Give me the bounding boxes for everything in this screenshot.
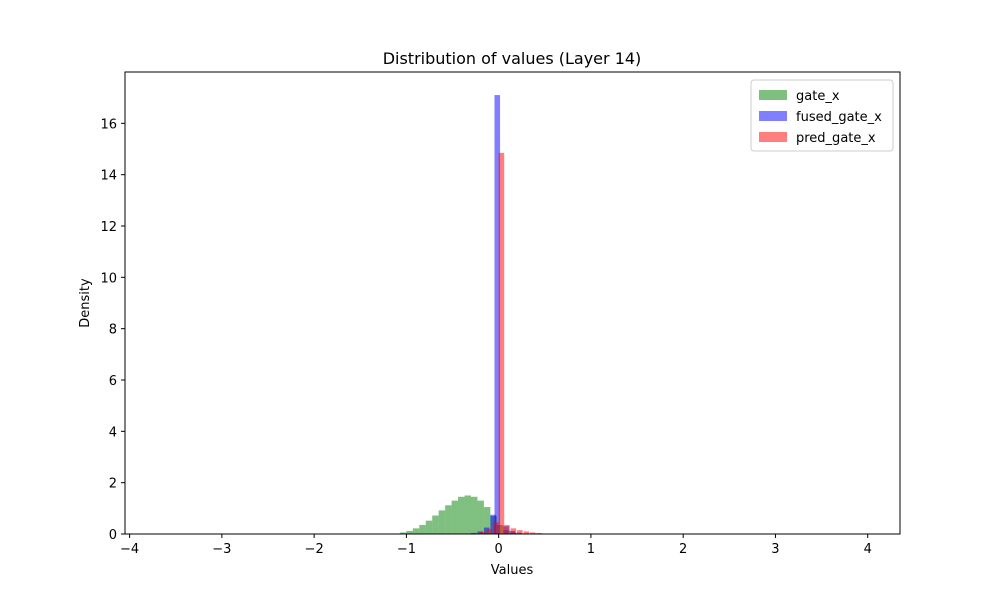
legend-swatch-gate_x [759,90,787,100]
bar-gate_x-4 [419,525,426,534]
bar-pred_gate_x-3 [498,152,505,534]
y-tick-label-2: 4 [109,425,117,440]
bar-gate_x-8 [445,505,452,534]
y-tick-label-8: 16 [100,117,117,132]
bar-gate_x-11 [464,495,471,534]
y-tick-label-1: 2 [109,477,117,492]
bar-fused_gate_x-0 [470,532,477,534]
x-axis-label: Values [491,563,534,578]
y-tick-label-7: 14 [100,169,117,184]
y-tick-label-4: 8 [109,323,117,338]
bar-gate_x-12 [470,496,478,534]
x-tick-label-4: 0 [495,542,503,557]
x-tick-label-1: −3 [212,542,231,557]
bar-gate_x-6 [432,515,439,534]
x-ticks: −4 −3 −2 −1 0 1 2 3 4 [120,534,872,557]
y-tick-label-0: 0 [109,528,117,543]
bar-pred_gate_x-8 [530,532,536,534]
bar-gate_x-13 [477,500,484,534]
legend: gate_x fused_gate_x pred_gate_x [750,79,894,152]
bar-gate_x-2 [406,530,413,534]
y-tick-label-3: 6 [109,374,117,389]
legend-swatch-fused_gate_x [759,111,787,121]
x-tick-label-5: 1 [587,542,595,557]
bar-gate_x-3 [412,528,420,534]
legend-label-fused_gate_x: fused_gate_x [796,110,882,125]
bar-pred_gate_x-1 [486,528,493,534]
y-ticks: 0 2 4 6 8 10 12 14 16 [100,117,125,543]
x-tick-label-7: 3 [771,542,779,557]
bars-layer [393,95,549,534]
chart-title: Distribution of values (Layer 14) [383,49,642,68]
x-tick-label-6: 2 [679,542,687,557]
bar-gate_x-5 [425,520,433,534]
bar-gate_x-7 [438,510,446,534]
bar-gate_x-9 [451,500,459,534]
legend-swatch-pred_gate_x [759,132,787,142]
bar-pred_gate_x-0 [480,531,486,534]
bar-pred_gate_x-6 [517,530,523,534]
legend-label-gate_x: gate_x [796,89,840,104]
y-tick-label-5: 10 [100,271,117,286]
bar-gate_x-1 [399,532,407,534]
bar-pred_gate_x-5 [510,528,517,534]
bar-fused_gate_x-4 [494,95,501,534]
y-tick-label-6: 12 [100,220,117,235]
bar-gate_x-10 [458,496,465,534]
bar-pred_gate_x-4 [504,525,510,534]
bar-gate_x-14 [483,507,491,534]
x-tick-label-0: −4 [120,542,139,557]
bar-pred_gate_x-7 [523,531,530,534]
bar-pred_gate_x-9 [536,532,543,534]
plot-frame [124,71,901,535]
bar-pred_gate_x-2 [493,522,499,534]
y-axis-label: Density [78,278,93,328]
x-tick-label-2: −2 [305,542,324,557]
legend-label-pred_gate_x: pred_gate_x [796,131,876,146]
x-tick-label-8: 4 [864,542,872,557]
x-tick-label-3: −1 [397,542,416,557]
